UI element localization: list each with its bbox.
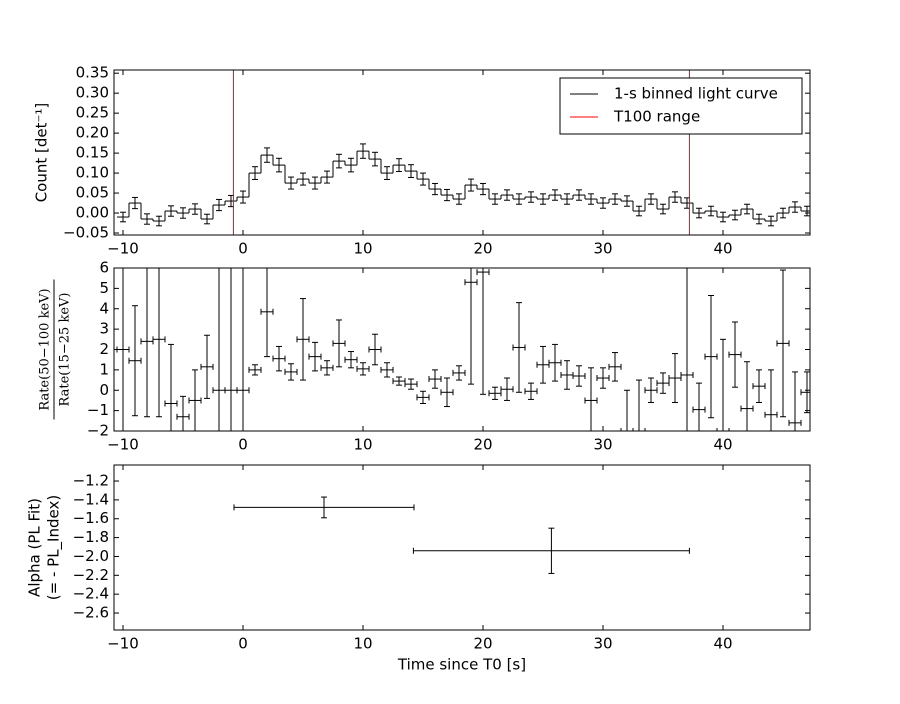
axes-frame [113,464,811,631]
y-tick-label: 4 [99,299,109,317]
y-tick-label: −1.6 [73,509,109,527]
y-tick-label: −1 [87,401,109,419]
x-tick-label: 40 [713,436,732,454]
y-tick-label: 0 [99,381,109,399]
plot-area [116,268,810,431]
plot-area [233,496,690,574]
legend-label: T100 range [613,108,700,126]
legend-box [559,77,803,135]
x-tick-label: 0 [238,240,248,258]
legend-label: 1-s binned light curve [614,85,778,103]
x-tick-label: −10 [107,635,139,653]
x-tick-label: 40 [713,635,732,653]
y-tick-label: −2.6 [73,604,109,622]
x-tick-label: 0 [238,635,248,653]
y-tick-label: −1.2 [73,472,109,490]
plot-area [117,70,810,235]
y-axis-label: Alpha (PL Fit) [26,498,44,597]
y-tick-label: 5 [99,279,109,297]
y-tick-label: −1.8 [73,528,109,546]
x-tick-label: 20 [473,635,492,653]
y-tick-label: 0.30 [76,84,109,102]
axes-frame [113,267,811,432]
y-axis-label: Count [det⁻¹] [33,103,51,203]
y-axis-label: (= - PL_Index) [45,495,64,600]
y-tick-label: −2.4 [73,585,109,603]
x-tick-label: 40 [713,240,732,258]
y-tick-label: 0.25 [76,104,109,122]
y-tick-label: −0.05 [63,224,109,242]
y-tick-label: 6 [99,259,109,277]
y-tick-label: −2.0 [73,547,109,565]
y-tick-label: 0.20 [76,124,109,142]
y-tick-label: 0.10 [76,164,109,182]
y-tick-label: 0.35 [76,64,109,82]
x-tick-label: 20 [473,436,492,454]
x-axis-label: Time since T0 [s] [397,656,526,674]
x-tick-label: −10 [107,240,139,258]
y-tick-label: 0.00 [76,204,109,222]
y-tick-label: −1.4 [73,490,109,508]
x-tick-label: 10 [353,436,372,454]
y-axis-label-denominator: Rate(15−25 keV) [58,293,73,407]
x-tick-label: −10 [107,436,139,454]
y-tick-label: 0.15 [76,144,109,162]
x-tick-label: 30 [593,240,612,258]
x-tick-label: 30 [593,635,612,653]
y-tick-label: −2 [87,422,109,440]
y-tick-label: 0.05 [76,184,109,202]
y-axis-label-numerator: Rate(50−100 keV) [38,288,53,410]
y-tick-label: 3 [99,320,109,338]
x-tick-label: 30 [593,436,612,454]
axes-frame [113,69,811,236]
x-tick-label: 10 [353,240,372,258]
y-tick-label: 2 [99,340,109,358]
x-tick-label: 20 [473,240,492,258]
x-tick-label: 0 [238,436,248,454]
y-tick-label: 1 [99,360,109,378]
y-tick-label: −2.2 [73,566,109,584]
x-tick-label: 10 [353,635,372,653]
